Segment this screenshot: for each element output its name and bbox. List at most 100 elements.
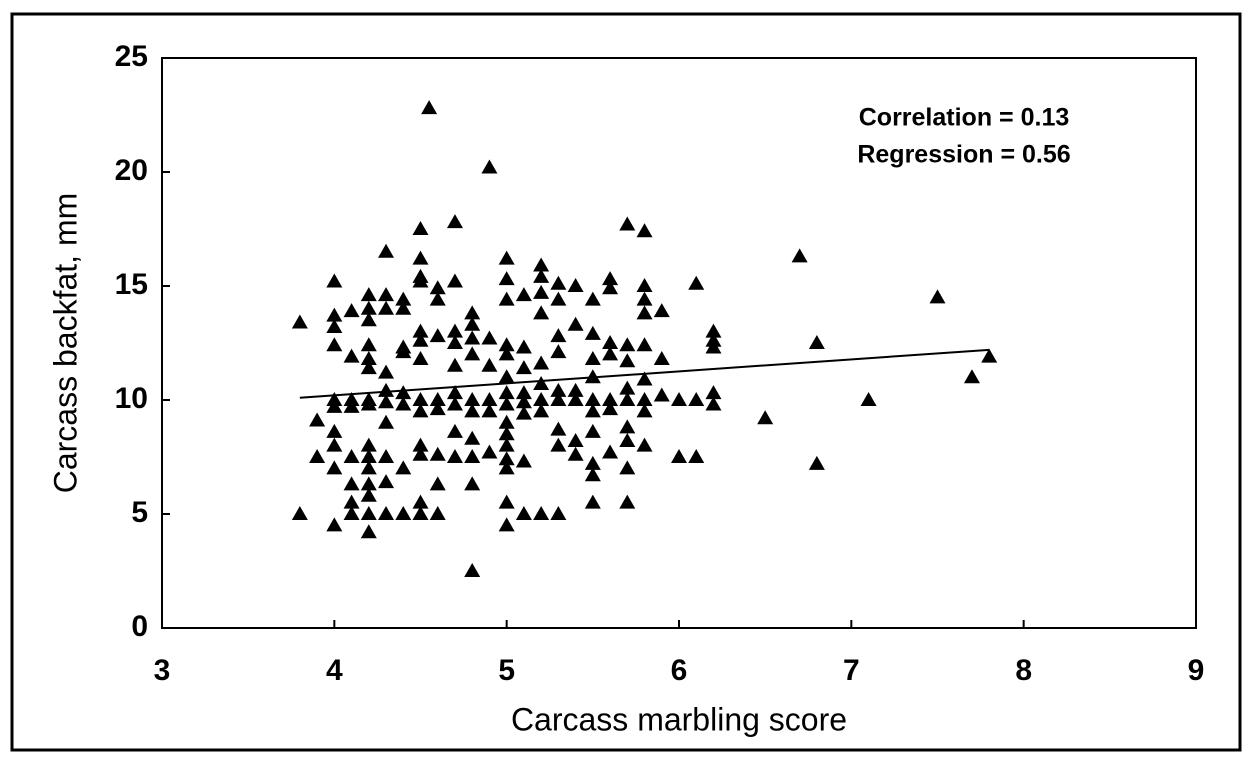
point (360, 506, 377, 520)
x-tick-label: 8 (1015, 654, 1032, 687)
point (412, 403, 429, 418)
point (446, 396, 463, 411)
point (981, 348, 998, 363)
point (412, 350, 429, 365)
point (584, 403, 601, 418)
point (671, 392, 687, 406)
point (498, 337, 515, 352)
point (584, 467, 601, 482)
point (378, 394, 395, 409)
point (584, 455, 601, 470)
y-axis-label: Carcass backfat, mm (47, 193, 83, 494)
point (360, 460, 377, 475)
point (550, 328, 567, 343)
point (533, 506, 550, 520)
point (326, 319, 343, 334)
annotation: Correlation = 0.13 (859, 104, 1070, 132)
point (326, 273, 343, 288)
point (412, 494, 429, 509)
point (808, 335, 825, 349)
point (360, 287, 377, 302)
point (533, 403, 550, 418)
point (619, 216, 636, 231)
point (395, 506, 412, 520)
point (808, 455, 825, 470)
point (653, 303, 670, 318)
point (567, 382, 584, 397)
point (395, 300, 412, 315)
point (429, 476, 446, 491)
point (464, 316, 481, 331)
point (550, 382, 567, 397)
point (412, 446, 429, 461)
point (446, 357, 463, 372)
point (636, 278, 653, 292)
point (446, 323, 463, 338)
x-tick-label: 5 (498, 654, 515, 687)
point (412, 392, 429, 406)
point (429, 392, 446, 406)
trend-line (299, 348, 990, 399)
point (619, 419, 636, 434)
point (602, 280, 619, 295)
point (446, 273, 463, 288)
point (395, 291, 412, 306)
point (602, 335, 619, 349)
point (533, 284, 550, 299)
y-tick-label: 15 (115, 268, 148, 301)
point (515, 360, 532, 375)
point (360, 360, 377, 375)
point (378, 243, 395, 258)
point (464, 392, 481, 406)
point (343, 494, 360, 509)
point (412, 273, 429, 288)
point (326, 307, 343, 322)
point (343, 303, 360, 318)
point (291, 314, 308, 329)
point (378, 414, 395, 429)
point (429, 328, 446, 343)
point (343, 449, 360, 463)
x-tick-label: 9 (1188, 654, 1205, 687)
point (636, 371, 653, 386)
point (619, 337, 636, 352)
point (464, 330, 481, 345)
point (360, 312, 377, 327)
point (481, 392, 498, 406)
y-tick-label: 10 (115, 382, 148, 415)
point (360, 437, 377, 452)
point (602, 271, 619, 286)
point (498, 451, 515, 466)
point (326, 423, 343, 438)
point (791, 248, 808, 263)
point (515, 385, 532, 400)
point (636, 437, 653, 452)
point (567, 446, 584, 461)
point (550, 421, 567, 436)
point (378, 449, 395, 463)
point (602, 444, 619, 459)
annotation: Regression = 0.56 (857, 141, 1070, 169)
point (498, 426, 515, 441)
point (602, 346, 619, 361)
point (636, 305, 653, 320)
point (584, 423, 601, 438)
point (619, 494, 636, 509)
point (619, 460, 636, 475)
point (550, 437, 567, 452)
point (481, 403, 498, 418)
point (705, 385, 722, 400)
point (309, 412, 326, 427)
point (653, 387, 670, 402)
point (498, 250, 515, 265)
point (550, 275, 567, 290)
y-tick-label: 5 (131, 496, 148, 529)
point (584, 325, 601, 340)
point (378, 382, 395, 397)
point (757, 410, 774, 425)
point (567, 278, 584, 292)
point (360, 449, 377, 463)
point (360, 487, 377, 502)
point (567, 433, 584, 448)
point (567, 316, 584, 331)
